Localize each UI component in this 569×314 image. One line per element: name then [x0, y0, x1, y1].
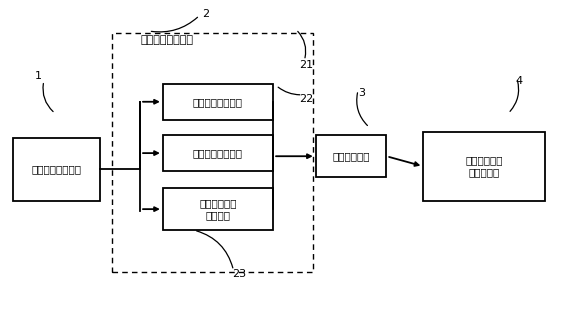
Text: 3: 3	[358, 88, 365, 98]
Text: 2: 2	[201, 9, 209, 19]
Text: 动态场景识别模块: 动态场景识别模块	[193, 97, 243, 107]
Bar	[163, 135, 273, 171]
Bar	[163, 84, 273, 120]
Text: 驾驶场景识别模块: 驾驶场景识别模块	[140, 35, 193, 45]
Bar	[316, 135, 386, 177]
Text: 自然环境场景
识别模块: 自然环境场景 识别模块	[199, 198, 237, 220]
Bar	[13, 138, 101, 201]
Text: 道路场景识别模块: 道路场景识别模块	[193, 148, 243, 158]
Bar	[163, 188, 273, 230]
Bar	[423, 132, 545, 201]
Text: 场景数据获取模块: 场景数据获取模块	[32, 165, 81, 175]
Bar	[112, 33, 313, 272]
Text: 场景片段切分
与存储模块: 场景片段切分 与存储模块	[465, 155, 503, 177]
Text: 1: 1	[35, 71, 42, 81]
Text: 22: 22	[299, 95, 313, 105]
Text: 4: 4	[516, 76, 523, 86]
Text: 场景融合模块: 场景融合模块	[332, 151, 370, 161]
Text: 23: 23	[232, 269, 246, 279]
Text: 21: 21	[299, 60, 313, 70]
